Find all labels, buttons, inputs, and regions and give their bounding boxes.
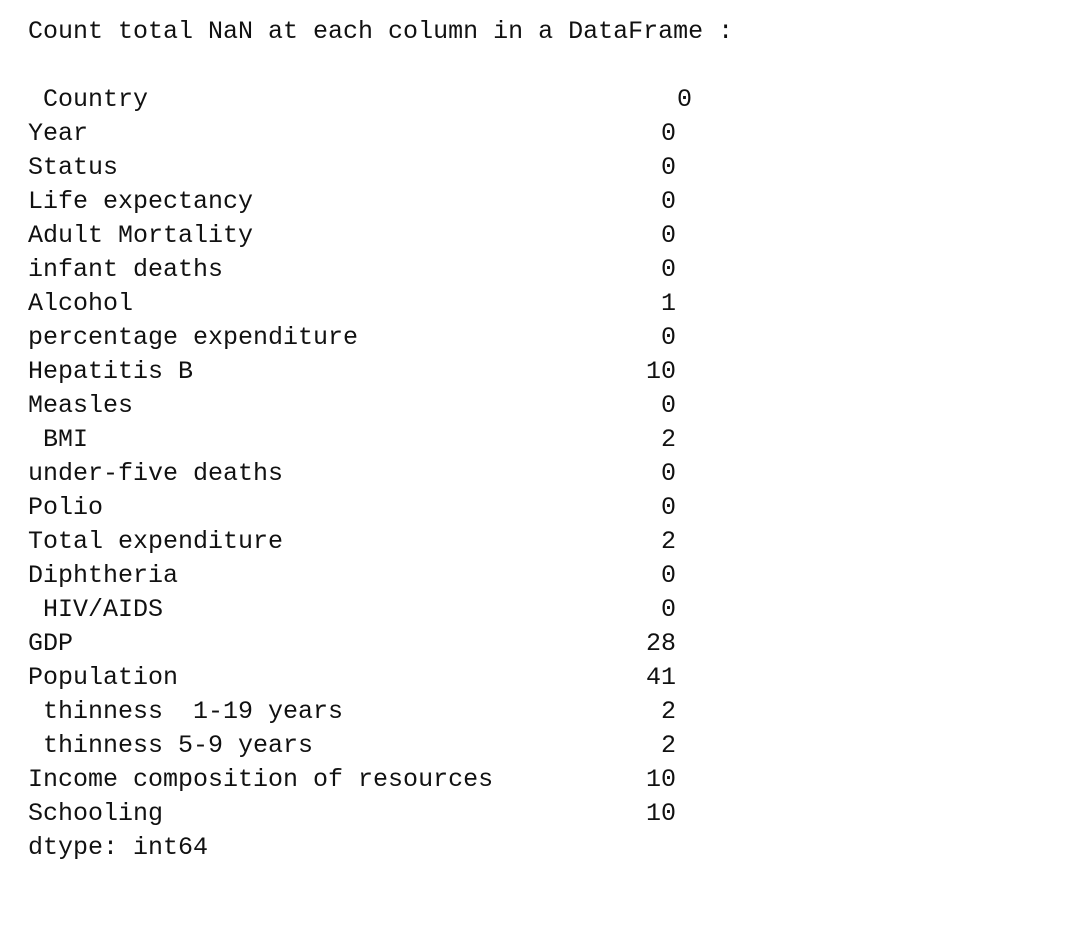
column-name: thinness 5-9 years xyxy=(28,731,314,760)
column-name: Alcohol xyxy=(28,289,134,318)
console-output: Count total NaN at each column in a Data… xyxy=(28,15,1048,865)
column-name: Status xyxy=(28,153,119,182)
series-row: Adult Mortality 0 xyxy=(28,219,1048,253)
series-row: Total expenditure 2 xyxy=(28,525,1048,559)
nan-count: 0 xyxy=(660,119,676,148)
nan-count: 10 xyxy=(645,357,676,386)
nan-count: 1 xyxy=(660,289,676,318)
column-name: Year xyxy=(28,119,89,148)
series-row: Schooling 10 xyxy=(28,797,1048,831)
column-name: Adult Mortality xyxy=(28,221,254,250)
series-row: percentage expenditure 0 xyxy=(28,321,1048,355)
series-row: Alcohol 1 xyxy=(28,287,1048,321)
column-name: GDP xyxy=(28,629,74,658)
series-row: Measles 0 xyxy=(28,389,1048,423)
nan-count: 41 xyxy=(645,663,676,692)
nan-count: 2 xyxy=(660,527,676,556)
nan-count: 0 xyxy=(660,153,676,182)
column-name: Diphtheria xyxy=(28,561,179,590)
column-name: BMI xyxy=(28,425,89,454)
column-name: infant deaths xyxy=(28,255,224,284)
column-name: Schooling xyxy=(28,799,164,828)
column-name: percentage expenditure xyxy=(28,323,359,352)
column-name: Polio xyxy=(28,493,104,522)
column-name: Population xyxy=(28,663,179,692)
nan-count: 0 xyxy=(660,323,676,352)
series-row: thinness 5-9 years 2 xyxy=(28,729,1048,763)
series-row: thinness 1-19 years 2 xyxy=(28,695,1048,729)
nan-count: 0 xyxy=(660,595,676,624)
nan-count: 0 xyxy=(660,459,676,488)
series-row: Life expectancy 0 xyxy=(28,185,1048,219)
series-row: Country 0 xyxy=(28,83,1048,117)
nan-count: 0 xyxy=(660,221,676,250)
column-name: Life expectancy xyxy=(28,187,254,216)
column-name: Measles xyxy=(28,391,134,420)
series-row: BMI 2 xyxy=(28,423,1048,457)
series-row: infant deaths 0 xyxy=(28,253,1048,287)
series-row: Year 0 xyxy=(28,117,1048,151)
nan-count: 0 xyxy=(676,85,692,114)
series-row: GDP 28 xyxy=(28,627,1048,661)
series-row: Polio 0 xyxy=(28,491,1048,525)
column-name: Hepatitis B xyxy=(28,357,194,386)
column-name: thinness 1-19 years xyxy=(28,697,344,726)
series-row: Population 41 xyxy=(28,661,1048,695)
nan-count: 0 xyxy=(660,255,676,284)
nan-count: 10 xyxy=(645,799,676,828)
column-name: Income composition of resources xyxy=(28,765,494,794)
column-name: HIV/AIDS xyxy=(28,595,164,624)
nan-count: 2 xyxy=(660,697,676,726)
nan-count: 28 xyxy=(645,629,676,658)
dtype-footer: dtype: int64 xyxy=(28,833,209,862)
column-name: Total expenditure xyxy=(28,527,284,556)
series-row: Status 0 xyxy=(28,151,1048,185)
nan-count: 10 xyxy=(645,765,676,794)
series-row: Hepatitis B 10 xyxy=(28,355,1048,389)
nan-count: 0 xyxy=(660,187,676,216)
blank-line xyxy=(28,49,1048,83)
series-row: Income composition of resources 10 xyxy=(28,763,1048,797)
nan-count: 2 xyxy=(660,731,676,760)
nan-count: 0 xyxy=(660,493,676,522)
column-name: Country xyxy=(28,85,149,114)
nan-count: 2 xyxy=(660,425,676,454)
series-row: under-five deaths 0 xyxy=(28,457,1048,491)
nan-count: 0 xyxy=(660,391,676,420)
column-name: under-five deaths xyxy=(28,459,284,488)
output-header: Count total NaN at each column in a Data… xyxy=(28,17,734,46)
series-row: Diphtheria 0 xyxy=(28,559,1048,593)
nan-count: 0 xyxy=(660,561,676,590)
series-row: HIV/AIDS 0 xyxy=(28,593,1048,627)
